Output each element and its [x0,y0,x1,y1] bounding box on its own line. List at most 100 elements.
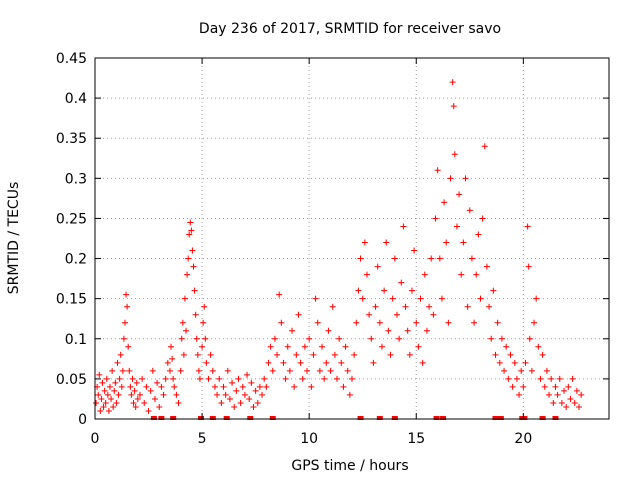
baseline-marker [376,416,383,420]
data-point [291,383,298,390]
data-point [507,351,514,358]
y-axis-label: SRMTID / TECUs [6,182,22,295]
data-point [301,343,308,350]
data-point [180,351,187,358]
data-point [453,223,460,230]
data-point [565,383,572,390]
data-point [441,199,448,206]
data-point [468,255,475,262]
data-point [141,399,148,406]
baseline-marker [247,416,254,420]
baseline-marker [209,416,216,420]
data-point [525,263,532,270]
data-point [528,367,535,374]
data-point [503,343,510,350]
data-point [186,231,193,238]
data-point [170,375,177,382]
data-point [124,303,131,310]
data-point [207,351,214,358]
data-point [391,255,398,262]
data-point [366,311,373,318]
data-point [359,295,366,302]
data-point [344,367,351,374]
data-point [195,367,202,374]
data-point [233,387,240,394]
data-point [473,271,480,278]
data-point [550,399,557,406]
data-point [214,391,221,398]
data-point [241,391,248,398]
data-point [434,167,441,174]
data-point [185,255,192,262]
x-tick-label: 15 [407,431,425,447]
data-point [378,343,385,350]
data-point [111,387,118,394]
data-point [516,391,523,398]
data-point [99,379,106,386]
data-point [450,103,457,110]
y-tick-label: 0.4 [65,91,87,107]
data-point [447,175,454,182]
data-point [98,395,105,402]
data-point [239,383,246,390]
data-point [229,379,236,386]
x-tick-label: 5 [198,431,207,447]
data-point [235,375,242,382]
data-point [154,379,161,386]
data-point [164,359,171,366]
data-point [520,383,527,390]
data-point [357,255,364,262]
data-point [119,367,126,374]
data-point [306,335,313,342]
y-tick-label: 0.3 [65,171,87,187]
data-point [363,271,370,278]
data-point [222,391,229,398]
data-point [231,403,238,410]
data-point [115,391,122,398]
data-point [319,343,326,350]
data-point [573,387,580,394]
data-point [372,303,379,310]
data-point [112,379,119,386]
data-point [162,375,169,382]
data-point [286,367,293,374]
data-point [190,263,197,270]
data-point [169,355,176,362]
data-point [477,295,484,302]
data-point [423,327,430,334]
data-point [417,295,424,302]
data-point [118,383,125,390]
data-point [479,215,486,222]
data-point [511,359,518,366]
data-point [488,335,495,342]
data-point [133,379,140,386]
data-point [188,227,195,234]
data-point [526,335,533,342]
data-point [202,335,209,342]
data-point [113,399,120,406]
data-point [471,319,478,326]
baseline-markers [150,416,559,420]
data-point [518,367,525,374]
data-point [496,359,503,366]
data-point [106,383,113,390]
data-point [105,407,112,414]
data-point [125,343,132,350]
data-point [199,343,206,350]
data-point [561,387,568,394]
data-point [193,335,200,342]
x-tick-label: 0 [91,431,100,447]
data-point [398,279,405,286]
data-point [252,387,259,394]
data-point [498,335,505,342]
data-point [462,175,469,182]
data-point [139,375,146,382]
data-point [178,335,185,342]
data-point [396,335,403,342]
data-point [432,215,439,222]
data-point [460,239,467,246]
data-point [406,351,413,358]
data-point [147,387,154,394]
data-point [177,367,184,374]
